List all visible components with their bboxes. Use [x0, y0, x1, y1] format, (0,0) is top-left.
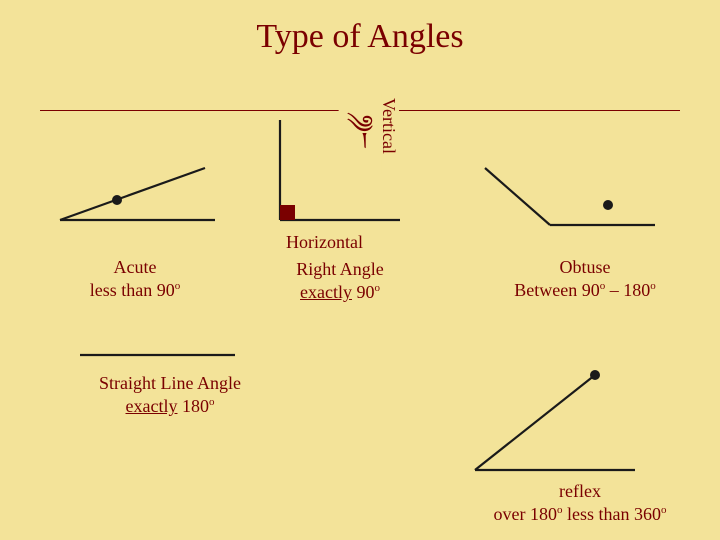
right-angle-label: Right Angle exactly 90o	[270, 258, 410, 305]
horizontal-label: Horizontal	[286, 232, 363, 253]
obtuse-diagram	[480, 160, 660, 235]
reflex-label: reflex over 180o less than 360o	[460, 480, 700, 527]
straight-line-label: Straight Line Angle exactly 180o	[70, 372, 270, 419]
acute-label: Acute less than 90o	[70, 256, 200, 303]
vertical-label: Vertical	[378, 98, 399, 154]
acute-diagram	[55, 160, 225, 230]
reflex-diagram	[470, 370, 640, 480]
straight-line-diagram	[80, 345, 240, 365]
page-title: Type of Angles	[0, 0, 720, 56]
obtuse-label: Obtuse Between 90o – 180o	[480, 256, 690, 303]
